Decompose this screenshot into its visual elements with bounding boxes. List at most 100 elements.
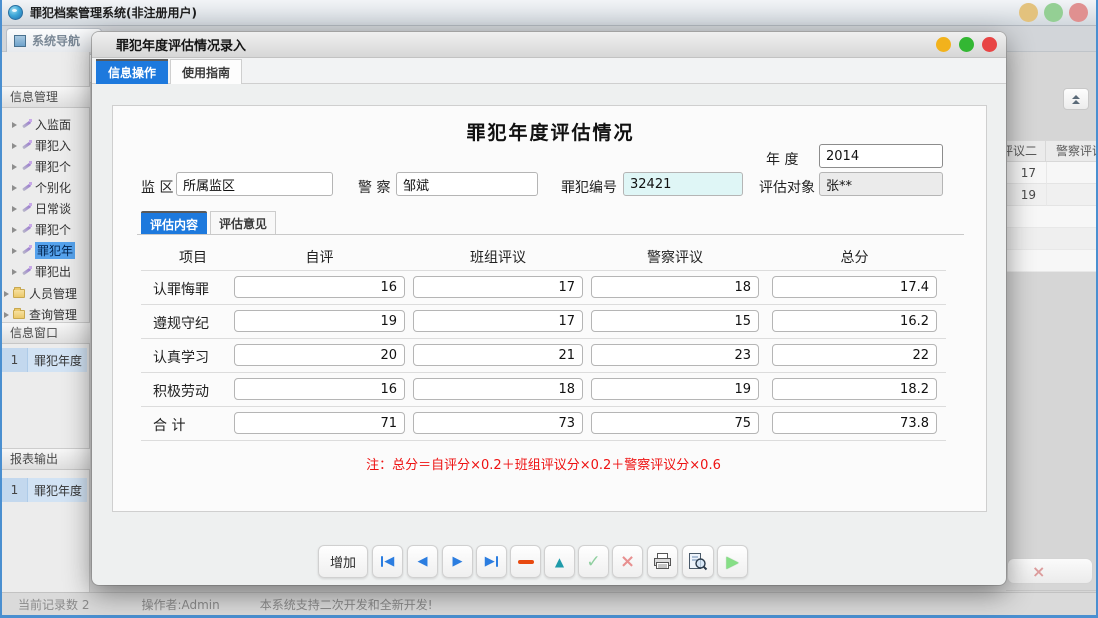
self-score-input[interactable]	[234, 412, 405, 434]
expand-arrow-icon[interactable]	[4, 290, 9, 297]
group-score-input[interactable]	[413, 276, 583, 298]
section-info-window[interactable]: 信息窗口	[2, 322, 90, 344]
nav-last-button[interactable]: ▶	[476, 545, 507, 578]
grid-cell[interactable]	[1046, 184, 1098, 206]
nav-next-button[interactable]: ▶	[442, 545, 473, 578]
grid-column-police-review[interactable]: 警察评议	[1046, 140, 1098, 162]
col-header-police: 警察评议	[647, 250, 703, 266]
col-header-total: 总分	[840, 250, 869, 266]
preview-button[interactable]	[682, 545, 714, 578]
prisoner-no-input[interactable]	[623, 172, 743, 196]
nav-prev-button[interactable]: ◀	[407, 545, 438, 578]
total-score-input[interactable]	[772, 310, 937, 332]
status-record-count: 当前记录数 2	[18, 597, 90, 612]
group-score-input[interactable]	[413, 412, 583, 434]
minimize-button[interactable]	[1019, 3, 1038, 22]
police-score-input[interactable]	[591, 378, 759, 400]
police-score-input[interactable]	[591, 344, 759, 366]
delete-record-button[interactable]	[510, 545, 541, 578]
sidebar-item-entry-interview[interactable]: 入监面	[0, 114, 88, 135]
col-header-self: 自评	[305, 250, 334, 266]
report-output-row[interactable]: 1 罪犯年度	[2, 478, 87, 502]
prison-area-label: 监 区	[141, 180, 174, 196]
row-label: 遵规守纪	[153, 316, 209, 332]
total-score-input[interactable]	[772, 378, 937, 400]
row-divider	[141, 440, 946, 441]
police-label: 警 察	[358, 180, 391, 196]
expand-arrow-icon[interactable]	[12, 184, 17, 191]
expand-arrow-icon[interactable]	[12, 205, 17, 212]
last-bar-icon	[495, 556, 499, 567]
tab-info-operation[interactable]: 信息操作	[96, 59, 168, 84]
sidebar-item-prisoner-individual[interactable]: 罪犯个	[0, 219, 88, 240]
total-score-input[interactable]	[772, 276, 937, 298]
confirm-button[interactable]: ✓	[578, 545, 609, 578]
police-score-input[interactable]	[591, 412, 759, 434]
wand-icon	[21, 161, 32, 172]
expand-arrow-icon[interactable]	[12, 142, 17, 149]
assessment-form-panel: 罪犯年度评估情况 年 度 监 区 警 察 罪犯编号 评估对象 评估内容 评估意见…	[112, 105, 987, 512]
dialog-close-button[interactable]	[982, 37, 997, 52]
add-button[interactable]: 增加	[318, 545, 368, 578]
expand-arrow-icon[interactable]	[12, 163, 17, 170]
dialog-titlebar[interactable]: 罪犯年度评估情况录入	[92, 32, 1006, 58]
sidebar-item-prisoner-profile[interactable]: 罪犯个	[0, 156, 88, 177]
wand-icon	[21, 119, 32, 130]
subtab-divider	[137, 234, 964, 235]
expand-arrow-icon[interactable]	[12, 268, 17, 275]
total-score-input[interactable]	[772, 344, 937, 366]
cancel-button[interactable]: ×	[612, 545, 643, 578]
self-score-input[interactable]	[234, 310, 405, 332]
up-triangle-icon: ▲	[554, 554, 565, 569]
row-divider	[141, 304, 946, 305]
close-button[interactable]	[1069, 3, 1088, 22]
police-score-input[interactable]	[591, 310, 759, 332]
col-header-group: 班组评议	[470, 250, 526, 266]
nav-first-button[interactable]: ◀	[372, 545, 403, 578]
grid-cell[interactable]	[1046, 162, 1098, 184]
edit-up-button[interactable]: ▲	[544, 545, 575, 578]
self-score-input[interactable]	[234, 344, 405, 366]
info-window-row[interactable]: 1 罪犯年度	[2, 348, 87, 372]
group-score-input[interactable]	[413, 378, 583, 400]
wand-icon	[21, 224, 32, 235]
sidebar-folder-query[interactable]: 查询管理	[0, 304, 88, 325]
background-cancel-button[interactable]: ×	[1007, 558, 1093, 584]
dialog-maximize-button[interactable]	[959, 37, 974, 52]
group-score-input[interactable]	[413, 344, 583, 366]
police-input[interactable]	[396, 172, 538, 196]
expand-arrow-icon[interactable]	[12, 247, 17, 254]
target-input[interactable]	[819, 172, 943, 196]
year-input[interactable]	[819, 144, 943, 168]
tab-user-guide[interactable]: 使用指南	[170, 59, 242, 84]
subtab-assessment-opinion[interactable]: 评估意见	[210, 211, 276, 235]
expand-arrow-icon[interactable]	[12, 226, 17, 233]
panel-collapse-button[interactable]	[1063, 88, 1089, 110]
sidebar-item-prisoner-entry[interactable]: 罪犯入	[0, 135, 88, 156]
tab-system-nav[interactable]: 系统导航	[6, 28, 102, 52]
assessment-dialog: 罪犯年度评估情况录入 信息操作 使用指南 罪犯年度评估情况 年 度 监 区 警 …	[92, 32, 1006, 585]
sidebar-folder-personnel[interactable]: 人员管理	[0, 283, 88, 304]
subtab-assessment-content[interactable]: 评估内容	[141, 211, 207, 235]
dialog-minimize-button[interactable]	[936, 37, 951, 52]
section-report-output[interactable]: 报表输出	[2, 448, 90, 470]
print-button[interactable]	[647, 545, 678, 578]
section-info-management[interactable]: 信息管理	[2, 86, 90, 108]
prison-area-input[interactable]	[176, 172, 333, 196]
total-score-input[interactable]	[772, 412, 937, 434]
sidebar-item-individualized[interactable]: 个别化	[0, 177, 88, 198]
expand-arrow-icon[interactable]	[12, 121, 17, 128]
police-score-input[interactable]	[591, 276, 759, 298]
maximize-button[interactable]	[1044, 3, 1063, 22]
col-header-item: 项目	[179, 250, 207, 266]
sidebar-item-daily-talk[interactable]: 日常谈	[0, 198, 88, 219]
group-score-input[interactable]	[413, 310, 583, 332]
x-icon: ×	[619, 551, 636, 572]
self-score-input[interactable]	[234, 378, 405, 400]
expand-arrow-icon[interactable]	[4, 311, 9, 318]
self-score-input[interactable]	[234, 276, 405, 298]
run-button[interactable]: ▶	[717, 545, 748, 578]
year-label: 年 度	[766, 152, 799, 168]
sidebar-item-prisoner-release[interactable]: 罪犯出	[0, 261, 88, 282]
sidebar-item-annual-assessment[interactable]: 罪犯年	[0, 240, 88, 261]
